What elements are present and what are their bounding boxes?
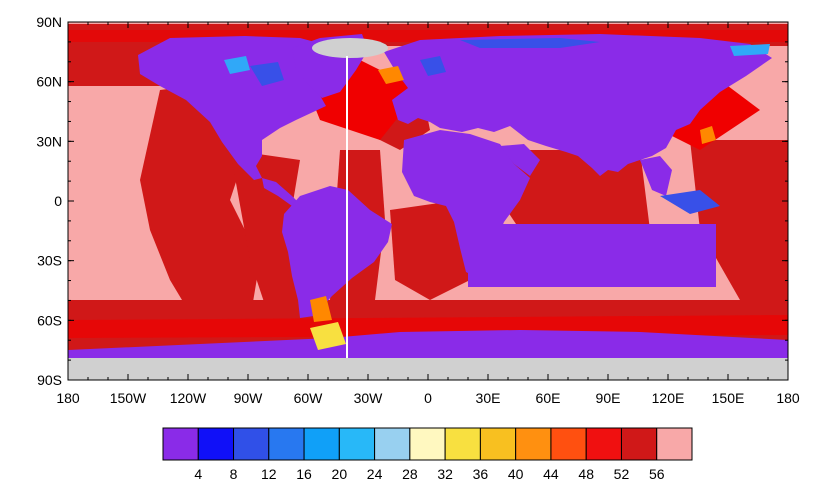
y-tick-label: 30N — [36, 133, 62, 149]
x-tick-label: 120E — [652, 390, 685, 406]
colorbar-label: 24 — [367, 466, 383, 482]
hudson-bay-blue — [250, 62, 284, 86]
map-plot-area — [68, 22, 788, 380]
colorbar-swatch — [585, 427, 622, 461]
x-tick-label: 90W — [234, 390, 264, 406]
y-tick-label: 90N — [36, 14, 62, 30]
x-tick-label: 150W — [110, 390, 147, 406]
north-america — [138, 36, 330, 180]
bering-sky-blue — [730, 44, 770, 56]
colorbar-label: 56 — [649, 466, 665, 482]
west-pacific-red — [690, 140, 788, 300]
antarctica — [68, 330, 788, 358]
baltic-blue — [420, 56, 446, 76]
colorbar-swatch — [162, 427, 199, 461]
x-tick-label: 180 — [776, 390, 800, 406]
warm-accents — [310, 66, 716, 350]
antarctic-peninsula-yellow — [310, 322, 346, 350]
south-america-orange — [310, 296, 332, 322]
x-tick-label: 60E — [536, 390, 561, 406]
colorbar-label: 32 — [437, 466, 453, 482]
x-tick-label: 120W — [170, 390, 207, 406]
australia-indian-region — [468, 224, 716, 287]
colorbar — [162, 427, 693, 461]
north-sea-orange — [378, 66, 404, 84]
south-america — [282, 186, 392, 318]
arctic-blue-strip — [460, 38, 600, 48]
east-asia-orange — [700, 126, 716, 144]
colorbar-swatch — [374, 427, 411, 461]
colorbar-label: 20 — [332, 466, 348, 482]
colorbar-swatch — [197, 427, 235, 461]
colorbar-swatch — [303, 427, 340, 461]
y-tick-label: 60N — [36, 74, 62, 90]
x-axis-labels: 180 150W 120W 90W 60W 30W 0 30E 60E 90E 120E 150E 18… — [56, 390, 800, 406]
canada-sky-blue — [224, 56, 250, 74]
southeast-asia — [640, 156, 672, 196]
colorbar-label: 40 — [508, 466, 524, 482]
axis-ticks — [67, 21, 789, 381]
colorbar-swatch — [409, 427, 446, 461]
colorbar-label: 28 — [402, 466, 418, 482]
colorbar-label: 12 — [261, 466, 277, 482]
colorbar-label: 36 — [473, 466, 489, 482]
land-masses — [68, 34, 788, 358]
africa — [402, 130, 530, 276]
colorbar-label: 4 — [194, 466, 202, 482]
colorbar-label: 48 — [578, 466, 594, 482]
colorbar-swatch — [444, 427, 481, 461]
x-tick-label: 30E — [476, 390, 501, 406]
indonesia-blue — [660, 190, 720, 214]
colorbar-label: 8 — [230, 466, 238, 482]
colorbar-label: 44 — [543, 466, 559, 482]
y-tick-label: 90S — [37, 372, 62, 388]
colorbar-swatch — [479, 427, 517, 461]
y-axis-labels: 90N 60N 30N 0 30S 60S 90S — [36, 14, 62, 388]
colorbar-swatch — [620, 427, 658, 461]
colorbar-swatch — [515, 427, 552, 461]
y-tick-label: 60S — [37, 312, 62, 328]
x-tick-label: 60W — [294, 390, 324, 406]
sky-blue-accents — [224, 44, 770, 74]
y-tick-label: 30S — [37, 253, 62, 269]
colorbar-swatch — [233, 427, 270, 461]
colorbar-swatch — [338, 427, 376, 461]
colorbar-swatch — [268, 427, 305, 461]
colorbar-label: 16 — [296, 466, 312, 482]
x-tick-label: 0 — [424, 390, 432, 406]
south-atlantic-red — [390, 200, 470, 300]
colorbar-label: 52 — [614, 466, 630, 482]
arctic-ice-cap — [312, 38, 388, 58]
colorbar-swatch — [550, 427, 587, 461]
arabia — [500, 144, 540, 176]
y-tick-label: 0 — [54, 193, 62, 209]
x-tick-label: 30W — [354, 390, 384, 406]
x-tick-label: 90E — [596, 390, 621, 406]
x-tick-label: 180 — [56, 390, 80, 406]
eurasia — [384, 34, 772, 176]
x-tick-label: 150E — [712, 390, 745, 406]
central-america — [262, 178, 300, 206]
blue-coastal-accents — [250, 38, 720, 214]
colorbar-swatch — [656, 427, 693, 461]
colorbar-labels: 4 8 12 16 20 24 28 32 36 40 44 48 52 56 — [194, 466, 664, 482]
